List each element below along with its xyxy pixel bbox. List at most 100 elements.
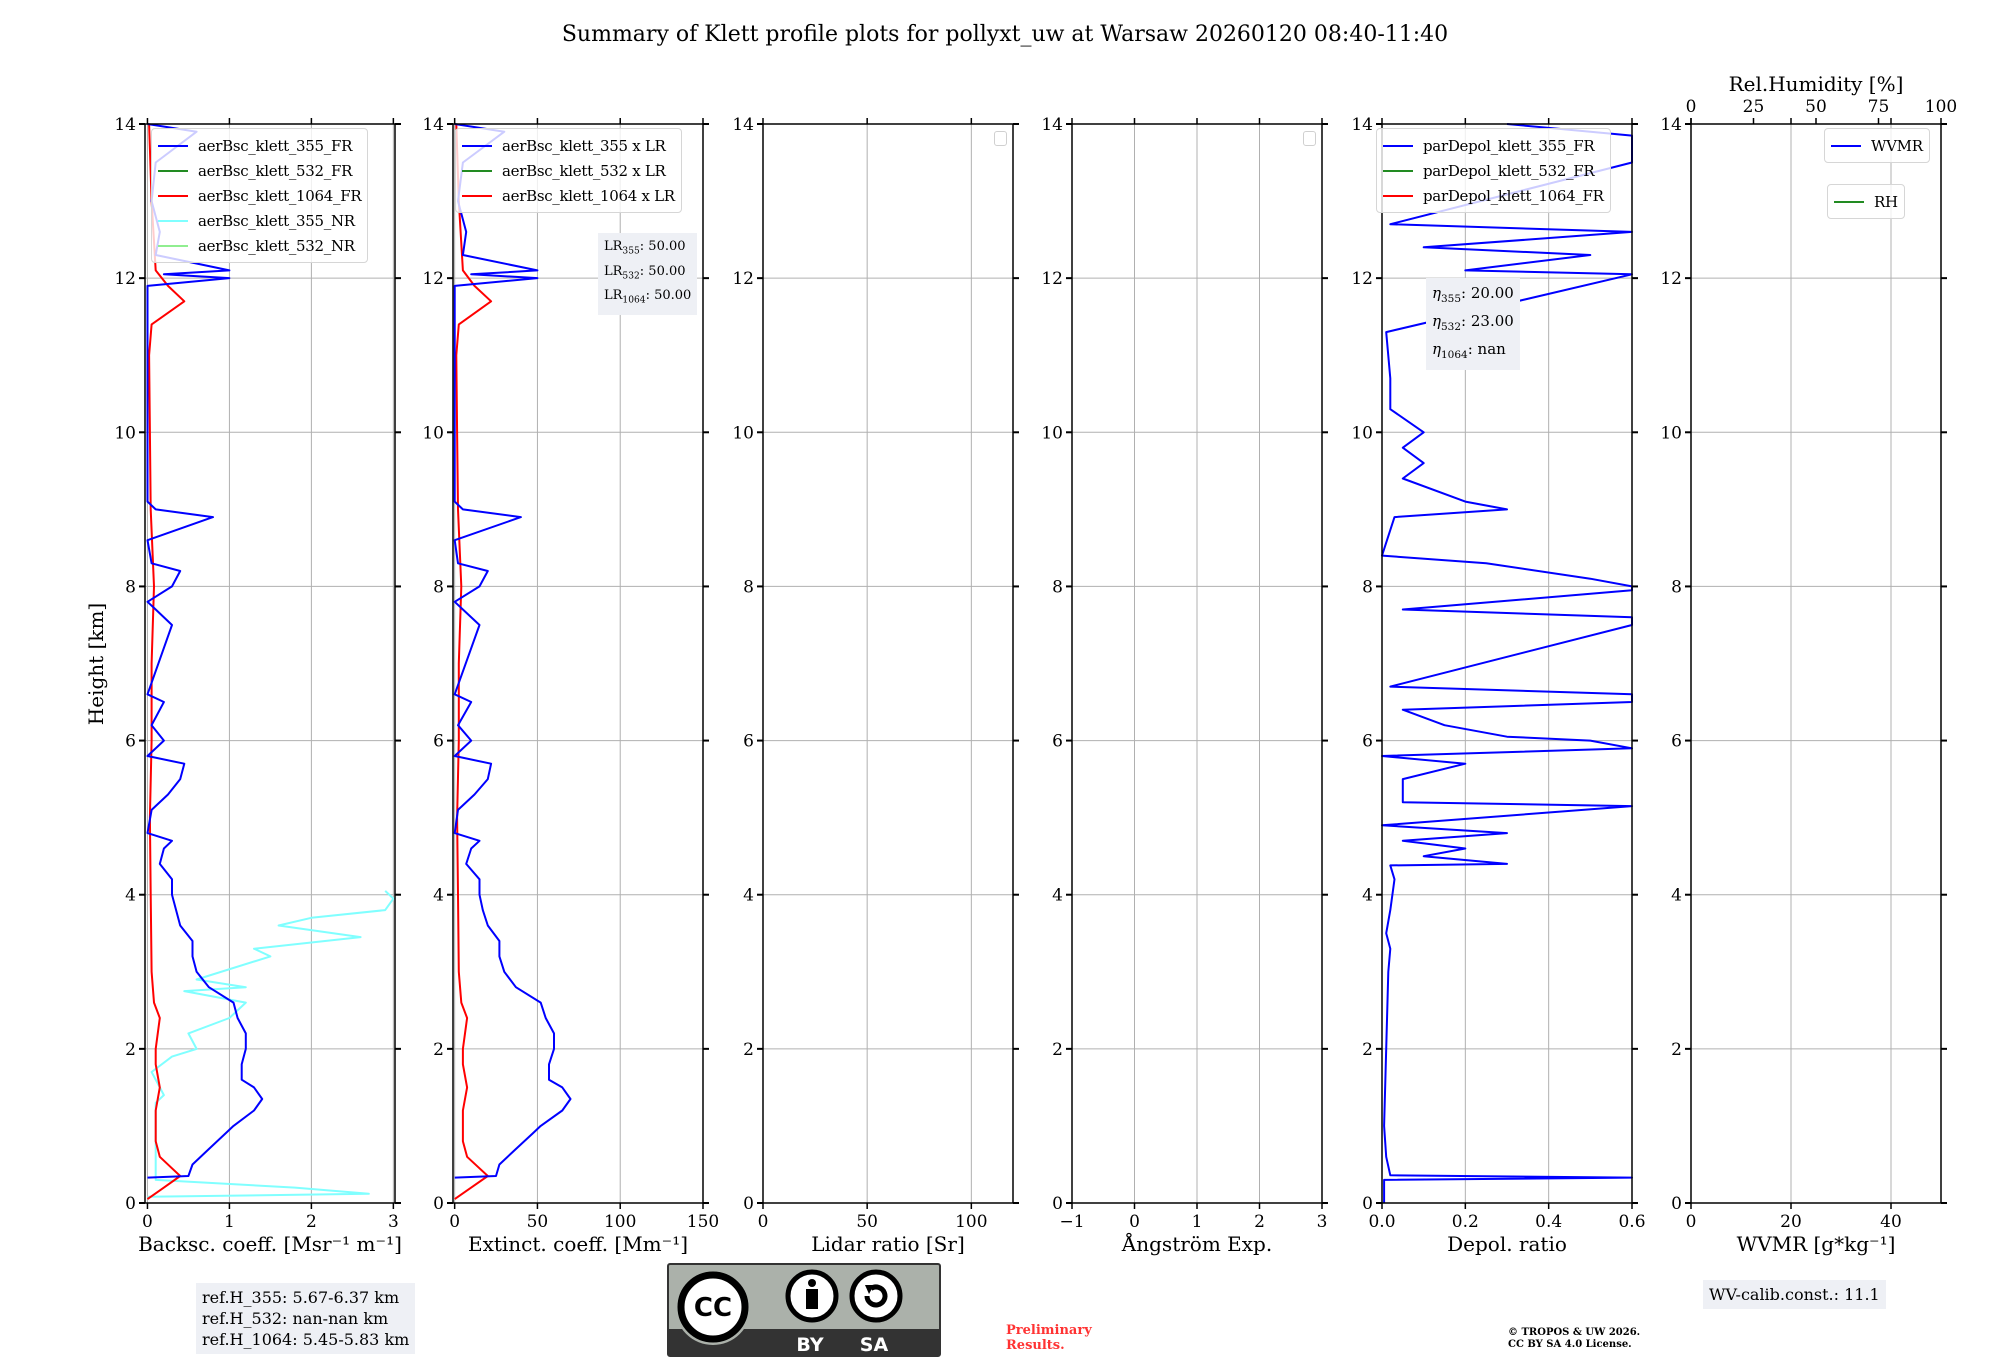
axes-frame xyxy=(144,123,396,1204)
y-axis-label: Height [km] xyxy=(84,602,108,726)
cc-by-sa-logo: CC BY SA xyxy=(667,1263,941,1357)
empty-legend-angstrom xyxy=(1303,131,1316,146)
legend-entry: aerBsc_klett_532_FR xyxy=(158,158,361,183)
y-tick-label: 8 xyxy=(743,577,754,597)
legend-swatch xyxy=(462,169,492,172)
y-tick-label: 8 xyxy=(1052,577,1063,597)
legend-swatch xyxy=(158,219,188,222)
copyright-note: © TROPOS & UW 2026. CC BY SA 4.0 License. xyxy=(1508,1327,1641,1350)
y-tick-label: 6 xyxy=(1671,732,1682,752)
legend-swatch xyxy=(1383,144,1413,147)
legend-swatch xyxy=(158,144,188,147)
y-tick-label: 12 xyxy=(1041,269,1063,289)
xlabel-angstrom: Ångström Exp. xyxy=(1121,1232,1273,1256)
y-tick-label: 8 xyxy=(433,577,444,597)
x-tick-label: 2 xyxy=(1254,1212,1265,1232)
y-tick-label: 2 xyxy=(1362,1040,1373,1060)
y-tick-label: 12 xyxy=(732,269,754,289)
legend-entry: RH xyxy=(1834,189,1898,214)
legend-entry: parDepol_klett_532_FR xyxy=(1383,158,1604,183)
legend-entry: aerBsc_klett_1064 x LR xyxy=(462,183,675,208)
y-tick-label: 2 xyxy=(125,1040,136,1060)
cc-icon xyxy=(677,1271,749,1343)
axes-frame xyxy=(1381,123,1633,1204)
y-tick-label: 10 xyxy=(732,423,754,443)
panel-lidar-ratio: 0 50 100 0 2 4 6 8 10 12 14 xyxy=(732,115,1019,1232)
legend-entry: aerBsc_klett_532_NR xyxy=(158,233,361,258)
y-tick-label: 8 xyxy=(1362,577,1373,597)
y-tick-label: 14 xyxy=(114,115,136,135)
x-tick-label: 3 xyxy=(1317,1212,1328,1232)
y-tick-label: 4 xyxy=(1671,886,1682,906)
x-tick-label: 150 xyxy=(687,1212,719,1232)
y-tick-label: 8 xyxy=(125,577,136,597)
legend-swatch xyxy=(158,244,188,247)
xlabel-backscatter: Backsc. coeff. [Msr⁻¹ m⁻¹] xyxy=(138,1232,402,1256)
x-tick-label: 20 xyxy=(1780,1212,1802,1232)
axes-frame xyxy=(452,123,704,1204)
lidar-ratio-annotation: LR355: 50.00 LR532: 50.00 LR1064: 50.00 xyxy=(598,233,698,315)
y-tick-label: 2 xyxy=(743,1040,754,1060)
axes-frame xyxy=(762,123,1014,1204)
y-tick-label: 0 xyxy=(1052,1194,1063,1214)
series-aerBsc_klett_1064 x LR xyxy=(454,123,493,1200)
legend-entry: parDepol_klett_355_FR xyxy=(1383,133,1604,158)
series-aerBsc_klett_1064_FR xyxy=(146,123,186,1200)
x-tick-label: 50 xyxy=(527,1212,549,1232)
series-aerBsc_klett_355 x LR xyxy=(453,123,572,1179)
y-tick-label: 14 xyxy=(1351,115,1373,135)
legend-entry: WVMR xyxy=(1831,133,1923,158)
legend-swatch xyxy=(158,194,188,197)
y-tick-label: 12 xyxy=(1660,269,1682,289)
y-tick-label: 4 xyxy=(1362,886,1373,906)
legend-entry: parDepol_klett_1064_FR xyxy=(1383,183,1604,208)
y-tick-label: 10 xyxy=(422,423,444,443)
by-text: BY xyxy=(796,1334,823,1356)
y-tick-label: 0 xyxy=(743,1194,754,1214)
legend-swatch xyxy=(1383,169,1413,172)
figure-title: Summary of Klett profile plots for polly… xyxy=(561,22,1449,47)
y-tick-label: 6 xyxy=(743,732,754,752)
legend-wvmr: WVMR xyxy=(1824,128,1930,163)
y-tick-label: 12 xyxy=(422,269,444,289)
legend-entry: aerBsc_klett_355 x LR xyxy=(462,133,675,158)
y-tick-label: 6 xyxy=(125,732,136,752)
xlabel-lidar-ratio: Lidar ratio [Sr] xyxy=(811,1232,965,1256)
eta-annotation: η355: 20.00 η532: 23.00 η1064: nan xyxy=(1426,278,1520,370)
legend-swatch xyxy=(462,144,492,147)
top-x-tick-label: 75 xyxy=(1868,97,1890,117)
x-tick-label: 50 xyxy=(856,1212,878,1232)
y-tick-label: 12 xyxy=(114,269,136,289)
legend-entry: aerBsc_klett_532 x LR xyxy=(462,158,675,183)
x-tick-label: 40 xyxy=(1880,1212,1902,1232)
x-tick-label: −1 xyxy=(1059,1212,1084,1232)
y-tick-label: 0 xyxy=(1671,1194,1682,1214)
x-tick-label: 1 xyxy=(1192,1212,1203,1232)
top-x-tick-label: 50 xyxy=(1805,97,1827,117)
legend-entry: aerBsc_klett_1064_FR xyxy=(158,183,362,208)
ref-height-532: ref.H_532: nan-nan km xyxy=(202,1309,389,1328)
y-tick-label: 4 xyxy=(125,886,136,906)
top-x-tick-label: 100 xyxy=(1925,97,1957,117)
y-tick-label: 8 xyxy=(1671,577,1682,597)
legend-swatch xyxy=(1383,194,1413,197)
x-tick-label: 0 xyxy=(1686,1212,1697,1232)
series-aerBsc_klett_355_FR xyxy=(146,123,264,1179)
y-tick-label: 10 xyxy=(1041,423,1063,443)
legend-depol: parDepol_klett_355_FR parDepol_klett_532… xyxy=(1376,128,1611,213)
preliminary-results-note: Preliminary Results. xyxy=(1006,1323,1092,1353)
legend-entry: aerBsc_klett_355_FR xyxy=(158,133,361,158)
legend-swatch xyxy=(462,194,492,197)
y-tick-label: 0 xyxy=(1362,1194,1373,1214)
xlabel-relative-humidity: Rel.Humidity [%] xyxy=(1728,72,1904,96)
top-x-tick-label: 25 xyxy=(1743,97,1765,117)
y-tick-label: 4 xyxy=(1052,886,1063,906)
y-tick-label: 0 xyxy=(125,1194,136,1214)
share-alike-icon xyxy=(849,1269,903,1323)
y-tick-label: 14 xyxy=(1041,115,1063,135)
y-tick-label: 10 xyxy=(1351,423,1373,443)
y-tick-label: 2 xyxy=(1671,1040,1682,1060)
